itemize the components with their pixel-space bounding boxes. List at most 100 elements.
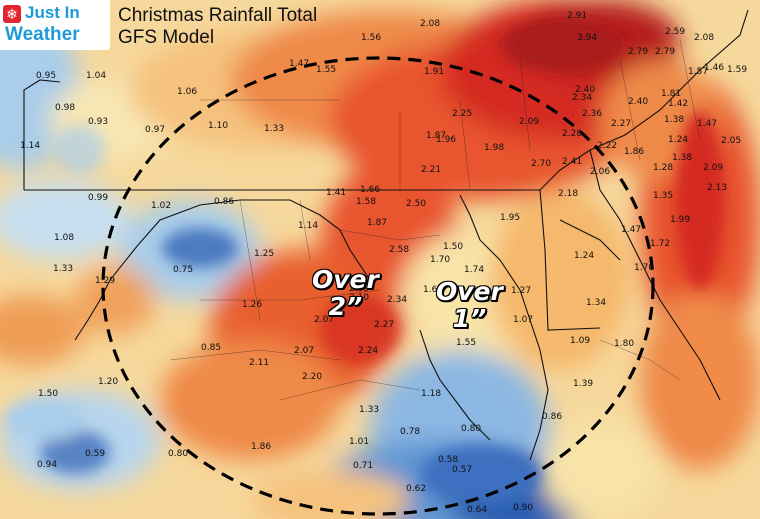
- rainfall-value: 0.85: [201, 343, 221, 353]
- rainfall-value: 1.87: [426, 131, 446, 141]
- rainfall-value: 1.38: [672, 153, 692, 163]
- rainfall-value: 0.99: [88, 193, 108, 203]
- rainfall-value: 0.64: [467, 505, 487, 515]
- rainfall-value: 1.50: [38, 389, 58, 399]
- rainfall-value: 2.06: [590, 167, 610, 177]
- rainfall-value: 2.27: [611, 119, 631, 129]
- rainfall-value: 0.86: [542, 412, 562, 422]
- rainfall-value: 0.57: [452, 465, 472, 475]
- rainfall-value: 2.40: [628, 97, 648, 107]
- rainfall-value: 0.59: [85, 449, 105, 459]
- callout-over-1: Over 1”: [436, 278, 503, 332]
- rainfall-value: 2.25: [452, 109, 472, 119]
- rainfall-value: 2.09: [519, 117, 539, 127]
- brand-logo: ❄ Just In Weather: [0, 0, 110, 50]
- rainfall-value: 2.11: [249, 358, 269, 368]
- brand-line1: Just In: [25, 3, 80, 22]
- rainfall-value: 2.10: [349, 293, 369, 303]
- rainfall-value: 0.62: [406, 484, 426, 494]
- rainfall-value: 1.35: [653, 191, 673, 201]
- rainfall-value: 2.05: [721, 136, 741, 146]
- rainfall-value: 1.33: [264, 124, 284, 134]
- rainfall-value: 2.13: [707, 183, 727, 193]
- rainfall-value: 1.29: [95, 276, 115, 286]
- rainfall-value: 2.22: [597, 141, 617, 151]
- rainfall-value: 1.09: [570, 336, 590, 346]
- rainfall-value: 1.57: [688, 67, 708, 77]
- rainfall-value: 0.58: [438, 455, 458, 465]
- rainfall-value: 3.94: [577, 33, 597, 43]
- rainfall-value: 1.27: [511, 286, 531, 296]
- rainfall-value: 1.70: [634, 263, 654, 273]
- rainfall-value: 0.90: [513, 503, 533, 513]
- rainfall-value: 2.50: [406, 199, 426, 209]
- rainfall-value: 2.27: [374, 320, 394, 330]
- rainfall-value: 1.98: [484, 143, 504, 153]
- rainfall-value: 1.10: [208, 121, 228, 131]
- rainfall-value: 2.21: [421, 165, 441, 175]
- callout-over-2-amount: 2”: [328, 292, 363, 321]
- county-lines: [169, 39, 701, 401]
- rainfall-value: 2.07: [294, 346, 314, 356]
- rainfall-value: 1.18: [421, 389, 441, 399]
- rainfall-value: 2.41: [562, 157, 582, 167]
- rainfall-value: 1.24: [668, 135, 688, 145]
- rainfall-value: 1.24: [574, 251, 594, 261]
- callout-over-1-word: Over: [436, 277, 503, 306]
- rainfall-value: 2.70: [531, 159, 551, 169]
- rainfall-value: 1.28: [653, 163, 673, 173]
- rainfall-value: 1.91: [424, 67, 444, 77]
- rainfall-value: 1.63: [423, 285, 443, 295]
- rainfall-value: 1.06: [177, 87, 197, 97]
- rainfall-value: 1.04: [86, 71, 106, 81]
- rainfall-value: 1.47: [697, 119, 717, 129]
- rainfall-value: 1.01: [349, 437, 369, 447]
- rainfall-value: 1.07: [513, 315, 533, 325]
- rainfall-value: 2.07: [314, 315, 334, 325]
- rainfall-value: 1.99: [670, 215, 690, 225]
- rainfall-value: 2.34: [387, 295, 407, 305]
- rainfall-value: 1.33: [53, 264, 73, 274]
- rainfall-value: 1.81: [661, 89, 681, 99]
- rainfall-value: 1.33: [359, 405, 379, 415]
- rainfall-value: 1.26: [242, 300, 262, 310]
- rainfall-value: 2.05: [349, 284, 369, 294]
- rainfall-value: 2.20: [302, 372, 322, 382]
- rainfall-value: 1.38: [664, 115, 684, 125]
- rainfall-value: 1.34: [586, 298, 606, 308]
- rainfall-value: 2.58: [389, 245, 409, 255]
- rainfall-value: 1.46: [704, 63, 724, 73]
- snowflake-icon: ❄: [3, 5, 21, 23]
- rainfall-value: 2.24: [358, 346, 378, 356]
- map-subtitle: GFS Model: [118, 27, 215, 48]
- rainfall-value: 1.39: [573, 379, 593, 389]
- callout-over-1-amount: 1”: [452, 304, 487, 333]
- rainfall-value: 0.75: [173, 265, 193, 275]
- rainfall-value: 1.95: [500, 213, 520, 223]
- rainfall-value: 1.80: [614, 339, 634, 349]
- callout-over-2: Over 2”: [312, 266, 379, 320]
- rainfall-value: 1.08: [54, 233, 74, 243]
- rainfall-value: 1.87: [367, 218, 387, 228]
- rainfall-value: 0.93: [88, 117, 108, 127]
- rainfall-field-detail: [5, 20, 725, 505]
- rainfall-value: 1.74: [464, 265, 484, 275]
- brand-line2: Weather: [5, 24, 80, 45]
- rainfall-value: 2.40: [575, 85, 595, 95]
- rainfall-value: 2.79: [655, 47, 675, 57]
- rainfall-value: 0.78: [400, 427, 420, 437]
- rainfall-value: 0.95: [36, 71, 56, 81]
- rainfall-value: 1.50: [443, 242, 463, 252]
- rainfall-value: 0.80: [168, 449, 188, 459]
- rainfall-value: 1.47: [289, 59, 309, 69]
- rainfall-value: 1.55: [316, 65, 336, 75]
- rainfall-value: 0.94: [37, 460, 57, 470]
- rainfall-value: 0.86: [214, 197, 234, 207]
- rainfall-value: 2.18: [558, 189, 578, 199]
- rainfall-value: 1.96: [436, 135, 456, 145]
- highlight-circle: [101, 56, 655, 516]
- rainfall-values: 2.91 2.59 2.08 3.94 2.79 2.79 1.571.46 1.59 2.08…: [20, 11, 747, 515]
- rainfall-value: 1.20: [98, 377, 118, 387]
- rainfall-value: 2.34: [572, 93, 592, 103]
